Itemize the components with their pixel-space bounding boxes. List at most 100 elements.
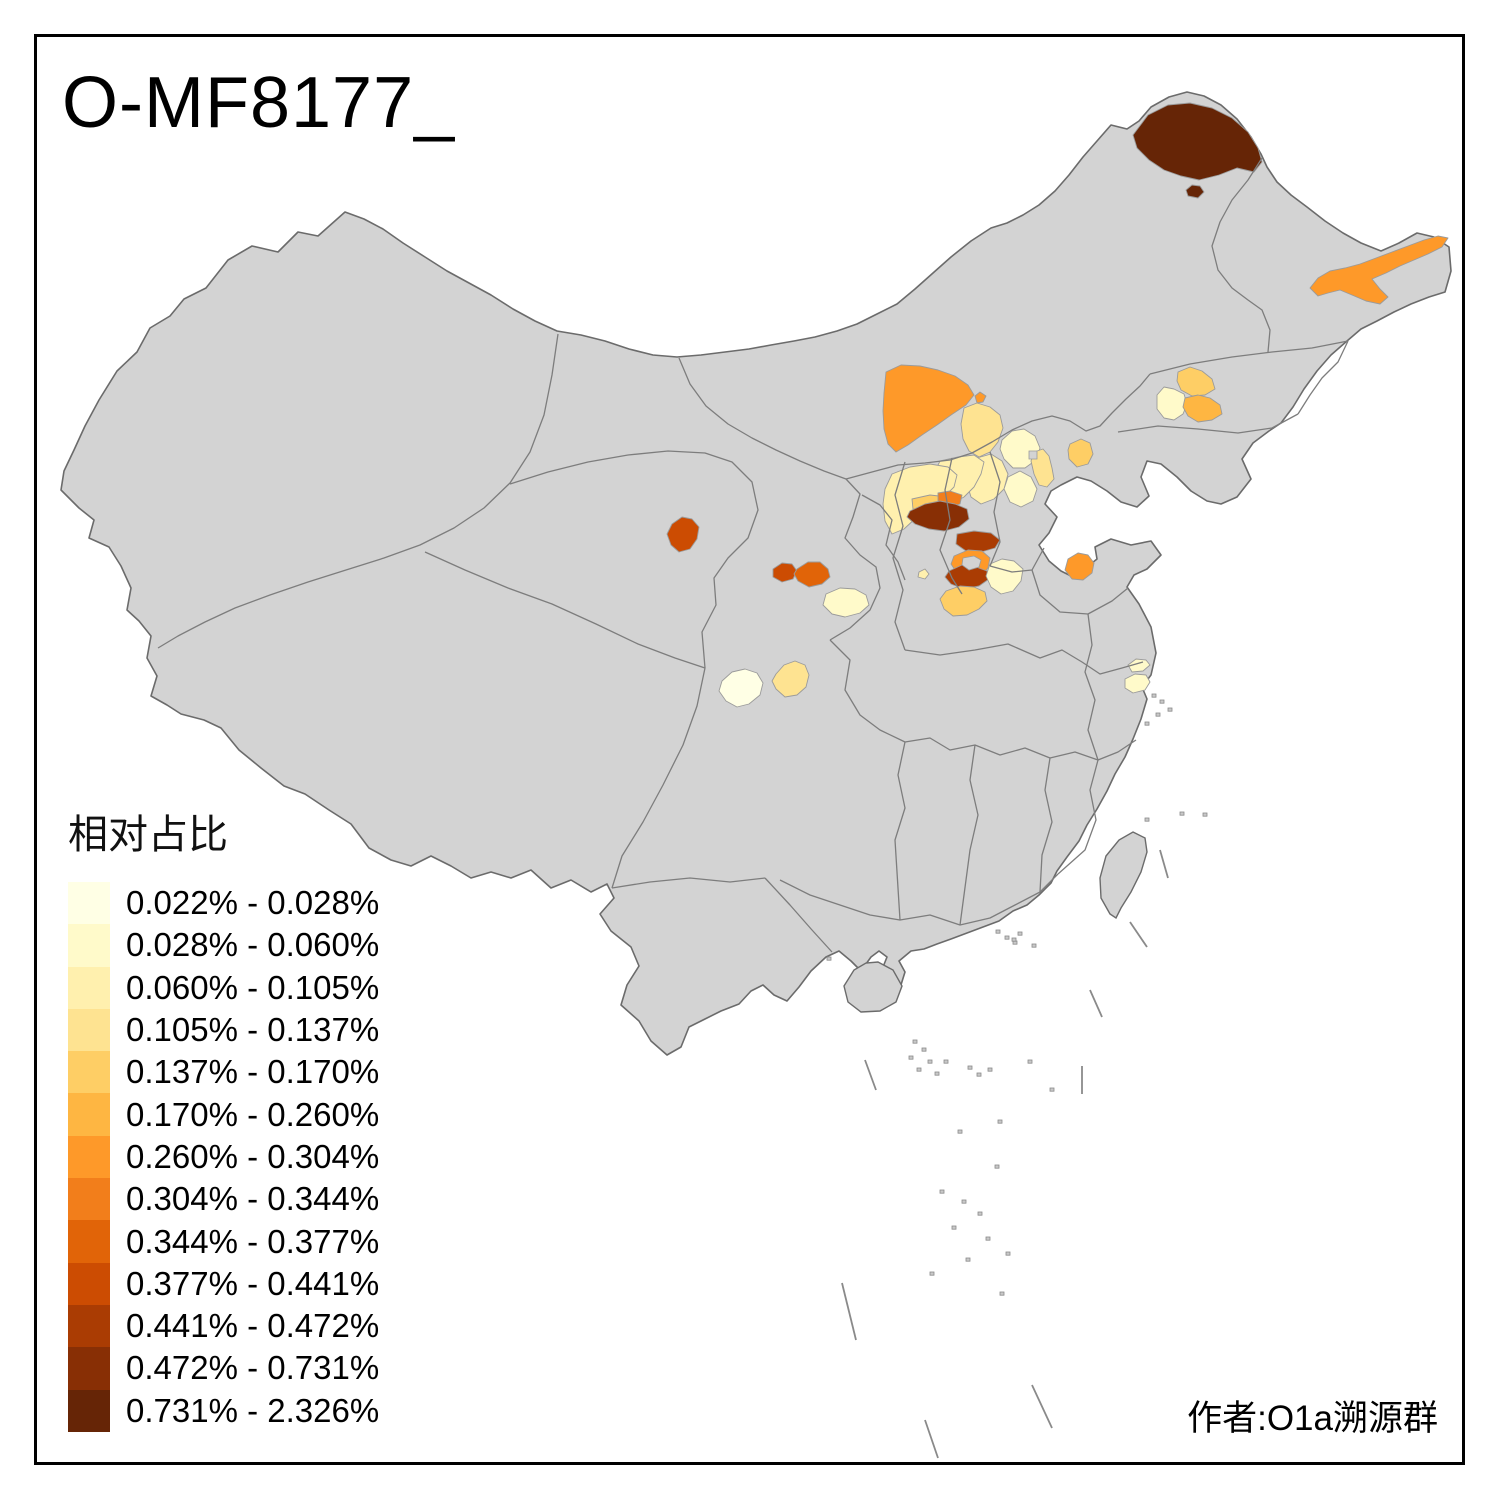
- island-speck: [976, 1072, 982, 1077]
- province-border: [989, 451, 1001, 567]
- island-speck: [994, 1164, 1000, 1169]
- province-border: [989, 547, 1045, 573]
- island-speck: [1049, 1087, 1055, 1092]
- province-border: [861, 494, 906, 581]
- legend-swatch: [68, 924, 110, 967]
- province-border: [959, 744, 979, 926]
- map-region: [939, 585, 988, 617]
- province-border: [764, 877, 833, 953]
- legend-row: 0.441% - 0.472%: [68, 1304, 380, 1348]
- legend: 相对占比 0.022% - 0.028% 0.028% - 0.060% 0.060…: [68, 812, 379, 1432]
- legend-label: 0.441% - 0.472%: [126, 1307, 380, 1345]
- province-border: [1149, 340, 1349, 375]
- island-speck: [961, 1199, 967, 1204]
- province-border: [892, 461, 906, 651]
- province-border: [509, 450, 759, 669]
- map-title: O-MF8177_: [62, 63, 456, 143]
- island-speck: [1144, 817, 1150, 822]
- province-border: [1211, 157, 1271, 353]
- map-region: [974, 391, 987, 404]
- island-speck: [1031, 943, 1037, 948]
- island-speck: [997, 1119, 1003, 1124]
- island-speck: [1004, 935, 1010, 940]
- legend-row: 0.344% - 0.377%: [68, 1220, 380, 1263]
- island-speck: [1179, 811, 1185, 816]
- map-region: [1124, 673, 1151, 694]
- hainan-island: [843, 961, 903, 1013]
- island-speck: [943, 1059, 949, 1064]
- island-speck: [951, 1225, 957, 1230]
- legend-label: 0.304% - 0.344%: [126, 1180, 380, 1218]
- island-speck: [1159, 699, 1165, 704]
- province-border: [424, 551, 706, 669]
- map-region: [718, 668, 764, 708]
- legend-label: 0.022% - 0.028%: [126, 884, 380, 922]
- map-region: [1132, 102, 1263, 181]
- attribution-text: 作者:O1a溯源群: [1187, 1399, 1438, 1438]
- legend-row: 0.137% - 0.170%: [68, 1051, 380, 1094]
- legend-row: 0.731% - 2.326%: [68, 1389, 379, 1432]
- island-speck: [1144, 721, 1150, 726]
- province-border: [157, 333, 559, 649]
- legend-row: 0.060% - 0.105%: [68, 966, 380, 1009]
- mainland-outline: [60, 91, 1452, 1056]
- island-speck: [908, 1055, 914, 1060]
- island-speck: [921, 1047, 927, 1052]
- legend-label: 0.344% - 0.377%: [126, 1222, 380, 1260]
- island-speck: [1005, 1251, 1011, 1256]
- map-region: [906, 500, 970, 532]
- map-region: [1309, 235, 1449, 305]
- province-border: [904, 643, 1144, 675]
- island-speck: [912, 1039, 918, 1044]
- legend-swatch: [68, 1178, 110, 1221]
- legend-label: 0.170% - 0.260%: [126, 1095, 380, 1133]
- island-speck: [957, 1129, 963, 1134]
- island-speck: [1027, 1059, 1033, 1064]
- map-region-hole: [1028, 450, 1038, 460]
- legend-row: 0.028% - 0.060%: [68, 924, 380, 967]
- legend-label: 0.472% - 0.731%: [126, 1349, 380, 1387]
- province-border: [894, 741, 906, 921]
- island-speck: [929, 1271, 935, 1276]
- province-border: [611, 667, 706, 889]
- map-region: [1067, 438, 1094, 468]
- map-region: [1182, 394, 1223, 423]
- legend-row: 0.377% - 0.441%: [68, 1262, 379, 1305]
- legend-swatch: [68, 1220, 110, 1263]
- island-speck: [826, 956, 832, 961]
- province-border: [1117, 413, 1299, 434]
- legend-label: 0.060% - 0.105%: [126, 968, 380, 1006]
- map-region: [917, 568, 930, 580]
- legend-row: 0.304% - 0.344%: [68, 1178, 380, 1221]
- sea-boundary-dash: [1159, 849, 1169, 879]
- island-speck: [999, 1291, 1005, 1296]
- legend-swatch: [68, 1051, 110, 1094]
- island-speck: [965, 1257, 971, 1262]
- legend-label: 0.028% - 0.060%: [126, 926, 380, 964]
- sea-boundary-dash: [1129, 921, 1148, 948]
- sea-boundary-dash: [1089, 989, 1103, 1018]
- province-border: [1084, 613, 1099, 761]
- legend-label: 0.105% - 0.137%: [126, 1011, 380, 1049]
- map-region: [955, 530, 1001, 553]
- map-region: [1064, 552, 1095, 581]
- map-region-hole: [961, 555, 982, 571]
- legend-row: 0.170% - 0.260%: [68, 1093, 380, 1136]
- legend-label: 0.137% - 0.170%: [126, 1053, 380, 1091]
- legend-row: 0.260% - 0.304%: [68, 1135, 379, 1179]
- legend-swatch: [68, 1262, 110, 1305]
- province-border: [779, 873, 1059, 926]
- island-speck: [939, 1189, 945, 1194]
- legend-swatch: [68, 1304, 110, 1348]
- island-speck: [967, 1065, 973, 1070]
- map-region: [793, 561, 831, 588]
- island-speck: [1167, 707, 1173, 712]
- island-speck: [1011, 937, 1017, 942]
- island-speck: [1155, 712, 1161, 717]
- island-speck: [934, 1071, 940, 1076]
- legend-swatch: [68, 966, 110, 1009]
- province-border: [939, 457, 963, 595]
- legend-swatch: [68, 1093, 110, 1136]
- province-border: [678, 357, 881, 641]
